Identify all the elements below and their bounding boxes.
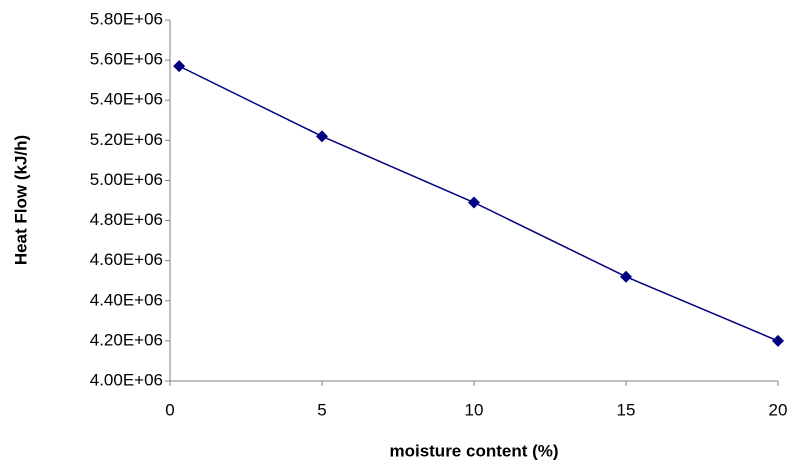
y-tick-label: 5.20E+06: [90, 130, 163, 149]
marker: [316, 130, 328, 143]
x-tick-label: 10: [465, 400, 484, 419]
y-tick-label: 5.40E+06: [90, 90, 163, 109]
x-tick-label: 5: [317, 400, 326, 419]
y-tick-label: 5.00E+06: [90, 170, 163, 189]
x-tick-label: 20: [769, 400, 788, 419]
marker: [620, 270, 632, 283]
x-axis-title: moisture content (%): [389, 441, 558, 460]
marker: [772, 334, 784, 347]
y-tick-label: 5.60E+06: [90, 50, 163, 69]
y-tick-label: 4.80E+06: [90, 210, 163, 229]
y-tick-label: 4.00E+06: [90, 370, 163, 389]
y-axis-title: Heat Flow (kJ/h): [11, 135, 30, 265]
marker: [468, 196, 480, 209]
y-tick-label: 4.20E+06: [90, 330, 163, 349]
x-tick-label: 0: [165, 400, 174, 419]
y-tick-label: 5.80E+06: [90, 9, 163, 28]
x-tick-label: 15: [617, 400, 636, 419]
y-tick-label: 4.60E+06: [90, 250, 163, 269]
marker: [173, 60, 186, 73]
y-tick-label: 4.40E+06: [90, 290, 163, 309]
